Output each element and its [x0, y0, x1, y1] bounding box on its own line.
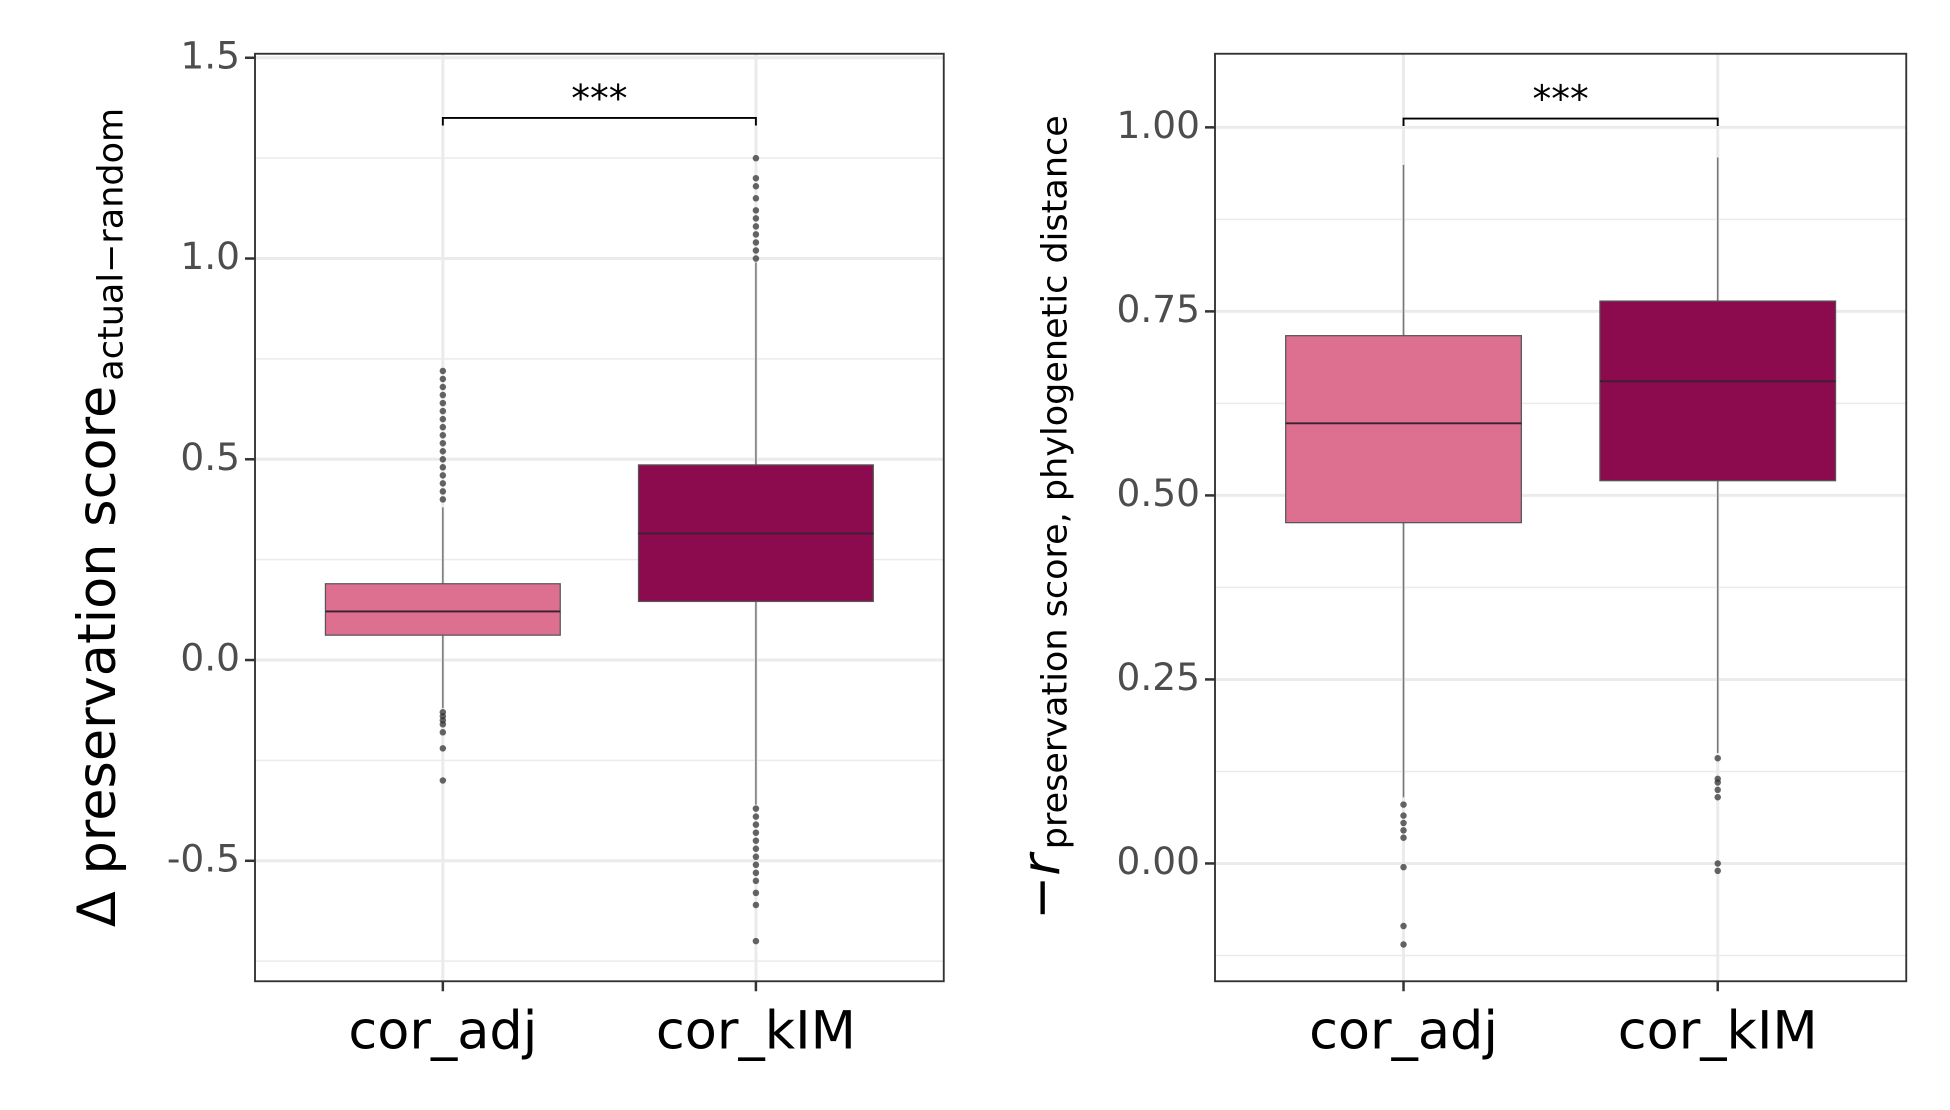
x-tick-label: cor_kIM	[1618, 1000, 1818, 1061]
outlier	[752, 889, 760, 897]
y-tick-label: 1.5	[180, 33, 240, 77]
outlier	[439, 472, 447, 479]
outlier	[752, 821, 760, 828]
outlier	[439, 488, 447, 495]
significance-bracket	[1402, 117, 1719, 127]
outlier	[1714, 754, 1721, 762]
outlier	[752, 901, 760, 909]
outlier	[439, 415, 447, 423]
y-tick-label: 0.75	[1117, 287, 1201, 331]
outlier	[1714, 786, 1721, 794]
y-tick-label: 0.00	[1117, 839, 1201, 883]
outlier	[752, 829, 760, 836]
panel-border	[254, 52, 945, 983]
x-tick-label: cor_adj	[1309, 1000, 1498, 1061]
outlier	[752, 937, 760, 945]
outlier	[1714, 860, 1721, 867]
box	[1599, 300, 1837, 482]
y-axis-label-sub: preservation score, phylogenetic distanc…	[1035, 115, 1075, 849]
y-axis-label-sub: actual−random	[92, 108, 132, 381]
box	[1285, 335, 1522, 524]
outlier	[439, 448, 447, 455]
outlier	[1714, 793, 1721, 801]
panel-border	[1214, 52, 1908, 983]
outlier	[439, 456, 447, 463]
outlier	[439, 399, 447, 407]
outlier	[752, 154, 760, 162]
outlier	[1400, 834, 1407, 841]
outlier	[752, 255, 760, 262]
outlier	[439, 423, 447, 431]
outlier	[439, 480, 447, 487]
outlier	[1400, 812, 1407, 819]
y-tick-label: 0.0	[180, 636, 240, 680]
outlier	[439, 431, 447, 439]
outlier	[439, 745, 447, 752]
outlier	[752, 837, 760, 844]
outlier	[1400, 922, 1407, 930]
y-tick-label: 1.0	[180, 234, 240, 278]
y-axis-label: Δ preservation score actual−random	[67, 108, 132, 927]
outlier	[439, 375, 447, 383]
outlier	[1400, 801, 1407, 808]
y-tick-label: 0.25	[1117, 655, 1201, 699]
y-tick-label: -0.5	[167, 836, 240, 880]
outlier	[1400, 941, 1407, 948]
outlier	[752, 183, 760, 190]
outlier	[752, 195, 760, 202]
y-tick-label: 0.50	[1117, 471, 1201, 515]
outlier	[439, 439, 447, 447]
significance-label: ***	[1533, 77, 1589, 121]
box	[324, 583, 561, 636]
outlier	[1400, 863, 1407, 871]
y-axis-label: −rpreservation score, phylogenetic dista…	[1010, 115, 1075, 920]
significance-label: ***	[571, 76, 627, 120]
outlier	[752, 861, 760, 869]
outlier	[439, 383, 447, 391]
outlier	[1400, 819, 1407, 827]
outlier	[752, 853, 760, 861]
outlier	[439, 729, 447, 736]
outlier	[752, 239, 760, 246]
outlier	[439, 777, 447, 784]
y-tick-label: 1.00	[1117, 103, 1201, 147]
outlier	[752, 174, 760, 182]
outlier	[752, 813, 760, 820]
outlier	[752, 223, 760, 230]
outlier	[439, 721, 447, 728]
outlier	[1400, 827, 1407, 834]
outlier	[752, 231, 760, 238]
outlier	[439, 367, 447, 375]
outlier	[752, 247, 760, 254]
outlier	[752, 207, 760, 214]
outlier	[439, 464, 447, 471]
significance-bracket	[441, 117, 757, 126]
outlier	[439, 391, 447, 399]
y-tick-label: 0.5	[180, 435, 240, 479]
outlier	[439, 407, 447, 415]
y-axis-label-main: Δ preservation score	[67, 386, 128, 927]
outlier	[439, 496, 447, 503]
y-axis-label-main: −r	[1010, 851, 1071, 920]
outlier	[752, 805, 760, 812]
outlier	[1714, 779, 1721, 786]
outlier	[752, 869, 760, 877]
x-tick-label: cor_kIM	[656, 1000, 856, 1061]
outlier	[752, 877, 760, 885]
outlier	[752, 215, 760, 222]
outlier	[1714, 867, 1721, 875]
outlier	[752, 845, 760, 853]
x-tick-label: cor_adj	[348, 1000, 537, 1061]
